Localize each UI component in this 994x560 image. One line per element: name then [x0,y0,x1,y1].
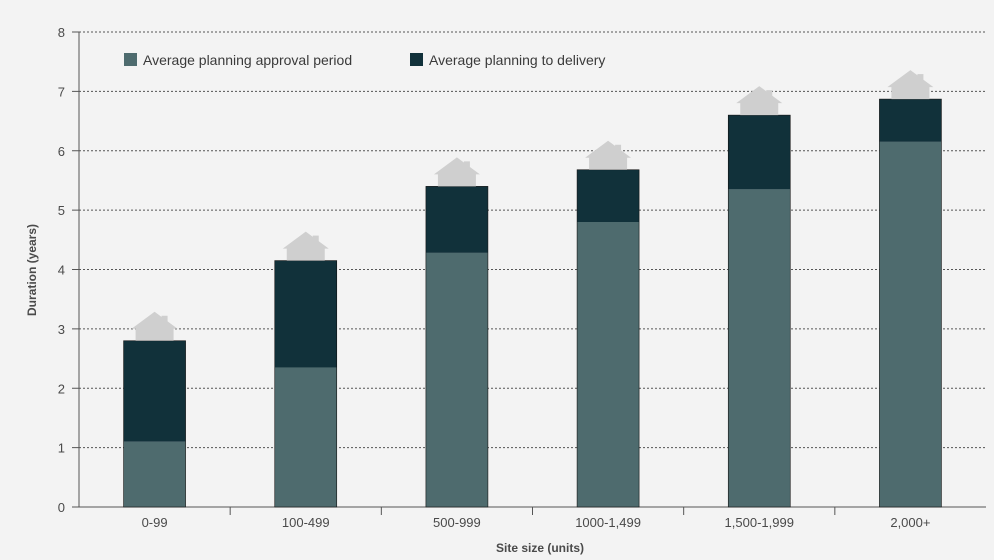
house-icon [282,231,329,261]
bar-approval-period [274,367,337,507]
house-chimney [917,74,924,84]
legend-label-delivery: Average planning to delivery [429,52,605,68]
y-tick-label: 5 [58,203,65,218]
y-tick-label: 8 [58,25,65,40]
y-tick-label: 1 [58,441,65,456]
gridlines [79,31,986,449]
legend-swatch-delivery [410,53,423,66]
house-chimney [615,144,622,154]
bar-approval-period [577,222,640,507]
axes: 0 1 2 3 4 5 6 7 8 0-99 100-499 500-999 1000-1,499 1,5… [58,25,986,530]
bar-approval-period [728,189,791,507]
bar-approval-period [425,252,488,507]
x-tick-label: 100-499 [282,515,330,530]
bar-planning-to-delivery [123,340,186,442]
house-chimney [161,315,168,325]
y-tick-label: 7 [58,84,65,99]
house-icon [887,70,934,100]
bars [123,70,942,508]
y-tick-label: 0 [58,500,65,515]
y-tick-label: 2 [58,381,65,396]
y-tick-label: 6 [58,144,65,159]
legend-swatch-approval [124,53,137,66]
x-tick-label: 1,500-1,999 [725,515,794,530]
house-chimney [463,161,470,171]
bar-planning-to-delivery [879,99,942,142]
house-chimney [766,90,773,100]
legend-label-approval: Average planning approval period [143,52,352,68]
bar-planning-to-delivery [577,169,640,222]
bar-planning-to-delivery [274,260,337,368]
house-icon [433,157,480,187]
y-axis-title: Duration (years) [25,224,39,316]
bar-planning-to-delivery [728,115,791,190]
bar-approval-period [879,141,942,507]
house-chimney [312,235,319,245]
y-tick-label: 4 [58,263,65,278]
x-axis-title: Site size (units) [496,541,584,555]
x-tick-label: 500-999 [433,515,481,530]
legend: Average planning approval period Average… [124,52,605,68]
house-icon [585,140,632,170]
house-icon [736,86,783,116]
house-icon [131,311,178,341]
x-tick-label: 0-99 [142,515,168,530]
bar-approval-period [123,441,186,507]
x-tick-label: 2,000+ [890,515,930,530]
bar-planning-to-delivery [425,186,488,253]
x-tick-label: 1000-1,499 [575,515,641,530]
y-tick-label: 3 [58,322,65,337]
